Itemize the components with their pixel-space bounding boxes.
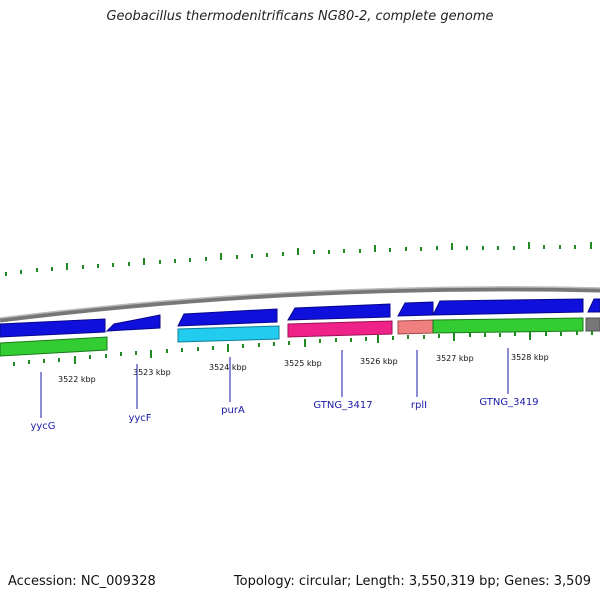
scale-label: 3528 kbp [511,353,549,362]
genome-summary: Topology: circular; Length: 3,550,319 bp… [233,574,591,589]
gene-arrow-purA[interactable] [177,308,278,327]
gene-label-GTNG_3417[interactable]: GTNG_3417 [313,400,372,411]
gene-label-yycF[interactable]: yycF [128,413,151,424]
gene-label-GTNG_3419[interactable]: GTNG_3419 [479,397,538,408]
scale-label: 3523 kbp [133,368,171,377]
feature-bar-GTNG_3419[interactable] [432,317,584,334]
feature-bar-rplI[interactable] [397,319,434,335]
gene-arrow-rplI[interactable] [397,301,434,317]
genome-backbone [0,286,600,323]
feature-bar-purA[interactable] [177,325,280,343]
gene-leader-lines [40,348,509,418]
scale-label: 3525 kbp [284,359,322,368]
scale-labels: 3522 kbp 3523 kbp 3524 kbp 3525 kbp 3526… [58,353,549,384]
scale-label: 3526 kbp [360,357,398,366]
feature-bar-yycG[interactable] [0,336,108,357]
scale-label: 3527 kbp [436,354,474,363]
feature-bar-next[interactable] [585,317,600,332]
gene-label-purA[interactable]: purA [221,405,245,416]
gc-skew-track [5,242,592,276]
scale-ticks [13,331,593,366]
scale-label: 3524 kbp [209,363,247,372]
feature-bar-GTNG_3417[interactable] [287,320,393,338]
genome-title: Geobacillus thermodenitrificans NG80-2, … [106,9,494,24]
gene-arrow-GTNG_3419[interactable] [432,298,584,316]
gene-label-yycG[interactable]: yycG [30,421,55,432]
gene-arrow-yycF[interactable] [105,314,161,332]
gene-arrow-GTNG_3417[interactable] [287,303,391,321]
accession-label: Accession: NC_009328 [8,574,156,589]
feature-track [0,317,600,357]
forward-strand-track [0,298,600,338]
scale-label: 3522 kbp [58,375,96,384]
gene-labels: yycG yycF purA GTNG_3417 rplI GTNG_3419 [30,397,538,432]
gene-arrow-yycG[interactable] [0,318,106,338]
gene-arrow-next[interactable] [587,298,600,313]
gene-label-rplI[interactable]: rplI [411,400,427,411]
genome-backbone-highlight [0,286,600,319]
